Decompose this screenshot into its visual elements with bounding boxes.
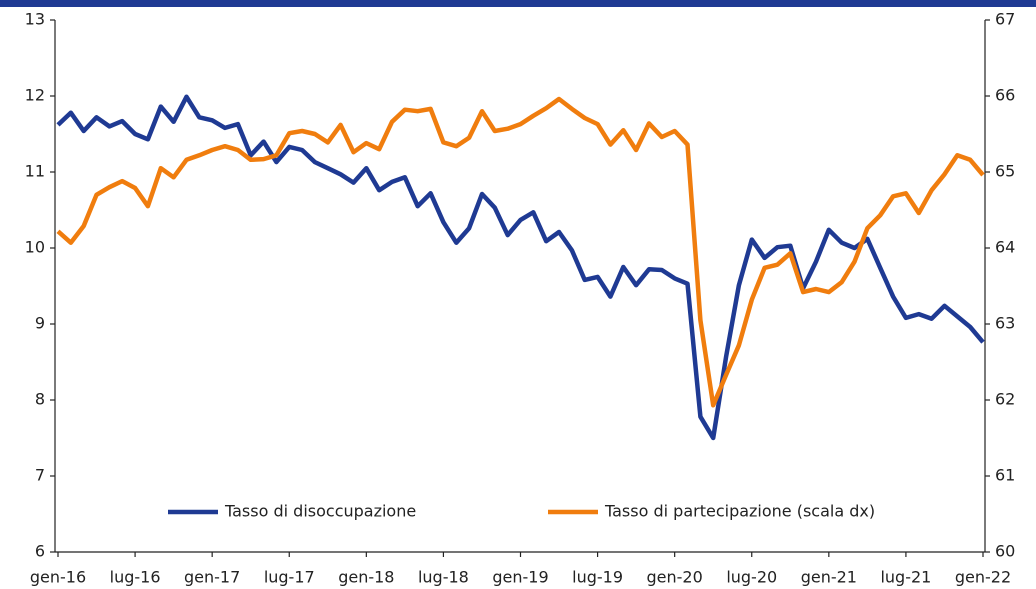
y-tick-label: 11: [25, 162, 45, 181]
x-tick-label: lug-20: [726, 568, 777, 587]
y2-tick-label: 64: [995, 238, 1015, 257]
y2-tick-label: 66: [995, 86, 1015, 105]
y2-tick-label: 65: [995, 162, 1015, 181]
y-tick-label: 7: [35, 466, 45, 485]
y-tick-label: 12: [25, 86, 45, 105]
y-tick-label: 9: [35, 314, 45, 333]
x-tick-label: lug-17: [264, 568, 315, 587]
x-tick-label: gen-21: [801, 568, 857, 587]
x-tick-label: lug-18: [418, 568, 469, 587]
x-tick-label: gen-18: [338, 568, 394, 587]
y-tick-label: 10: [25, 238, 45, 257]
y-tick-label: 13: [25, 10, 45, 29]
x-tick-label: lug-16: [110, 568, 161, 587]
series-line: [56, 94, 985, 441]
y-tick-label: 8: [35, 390, 45, 409]
x-tick-label: lug-19: [572, 568, 623, 587]
x-tick-label: gen-22: [955, 568, 1011, 587]
legend-label: Tasso di disoccupazione: [224, 502, 416, 521]
top-band: [0, 0, 1036, 7]
y2-tick-label: 63: [995, 314, 1015, 333]
y2-tick-label: 62: [995, 390, 1015, 409]
x-tick-label: gen-17: [184, 568, 240, 587]
y2-tick-label: 60: [995, 542, 1015, 561]
legend-label: Tasso di partecipazione (scala dx): [604, 502, 875, 521]
y-tick-label: 6: [35, 542, 45, 561]
x-tick-label: gen-19: [492, 568, 548, 587]
x-tick-label: lug-21: [880, 568, 931, 587]
series-line: [56, 96, 985, 408]
y2-tick-label: 61: [995, 466, 1015, 485]
x-tick-label: gen-16: [30, 568, 86, 587]
y2-tick-label: 67: [995, 10, 1015, 29]
x-tick-label: gen-20: [647, 568, 703, 587]
